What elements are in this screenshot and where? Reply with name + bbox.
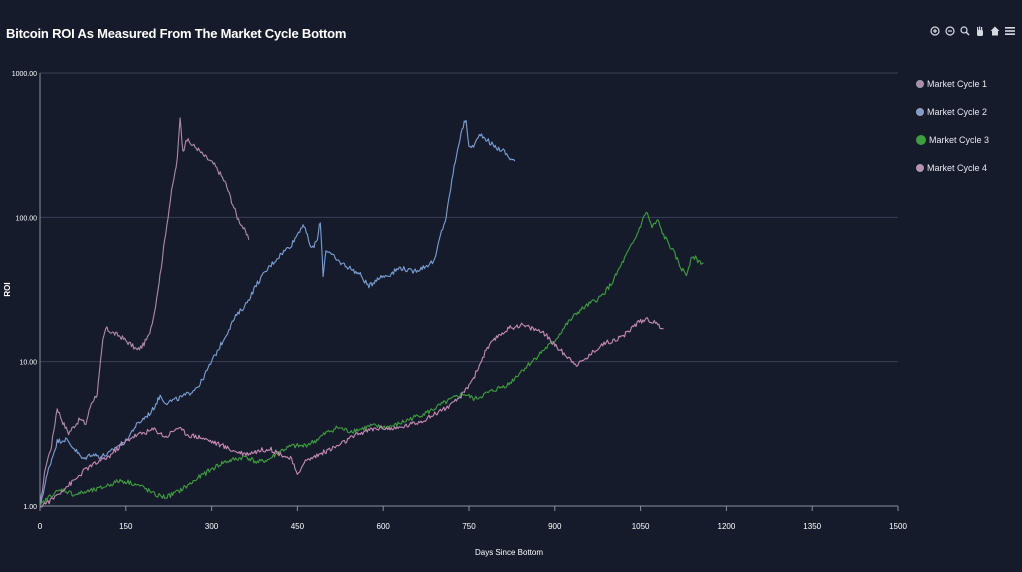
legend-item-market-cycle-1[interactable]: Market Cycle 1	[916, 70, 989, 98]
legend-item-market-cycle-4[interactable]: Market Cycle 4	[916, 154, 989, 182]
legend-item-market-cycle-3[interactable]: Market Cycle 3	[916, 126, 989, 154]
y-tick-label: 1000.00	[12, 71, 37, 78]
chart-title: Bitcoin ROI As Measured From The Market …	[6, 26, 347, 41]
series-line-3	[39, 211, 704, 507]
x-tick-label: 1500	[889, 522, 907, 531]
x-axis-title: Days Since Bottom	[475, 548, 543, 557]
home-icon[interactable]	[989, 24, 1001, 38]
x-tick-label: 300	[205, 522, 219, 531]
legend-swatch-icon	[916, 80, 924, 88]
legend-item-market-cycle-2[interactable]: Market Cycle 2	[916, 98, 989, 126]
x-tick-label: 150	[119, 522, 133, 531]
zoom-in-icon[interactable]	[929, 24, 941, 38]
legend-label: Market Cycle 3	[929, 135, 990, 145]
axes: 1.00 10.00 100.00 1000.00 0 150 300 450 600 750 90…	[3, 71, 907, 557]
x-tick-label: 600	[377, 522, 391, 531]
y-tick-label: 100.00	[16, 215, 38, 222]
x-tick-label: 750	[462, 522, 476, 531]
legend-label: Market Cycle 2	[927, 107, 988, 117]
x-tick-label: 1200	[718, 522, 736, 531]
grid-lines	[40, 72, 898, 507]
legend-swatch-icon	[916, 164, 924, 172]
series-lines	[39, 117, 704, 508]
magnifier-icon[interactable]	[959, 24, 971, 38]
series-line-2	[39, 119, 516, 507]
x-tick-label: 0	[38, 522, 43, 531]
y-tick-label: 10.00	[19, 360, 37, 367]
y-tick-label: 1.00	[23, 504, 37, 511]
series-line-1	[39, 117, 250, 507]
x-tick-label: 1050	[632, 522, 650, 531]
legend-swatch-icon	[916, 108, 924, 116]
pan-hand-icon[interactable]	[974, 24, 986, 38]
menu-icon[interactable]	[1004, 24, 1016, 38]
x-tick-label: 450	[291, 522, 305, 531]
y-axis-title: ROI	[3, 282, 12, 296]
chart-toolbar	[929, 24, 1016, 38]
x-tick-label: 1350	[803, 522, 821, 531]
legend-label: Market Cycle 4	[927, 163, 988, 173]
series-line-4	[39, 317, 664, 508]
zoom-out-icon[interactable]	[944, 24, 956, 38]
legend-swatch-icon	[916, 135, 926, 145]
legend-label: Market Cycle 1	[927, 79, 988, 89]
chart-legend: Market Cycle 1 Market Cycle 2 Market Cyc…	[916, 70, 989, 182]
x-tick-label: 900	[548, 522, 562, 531]
